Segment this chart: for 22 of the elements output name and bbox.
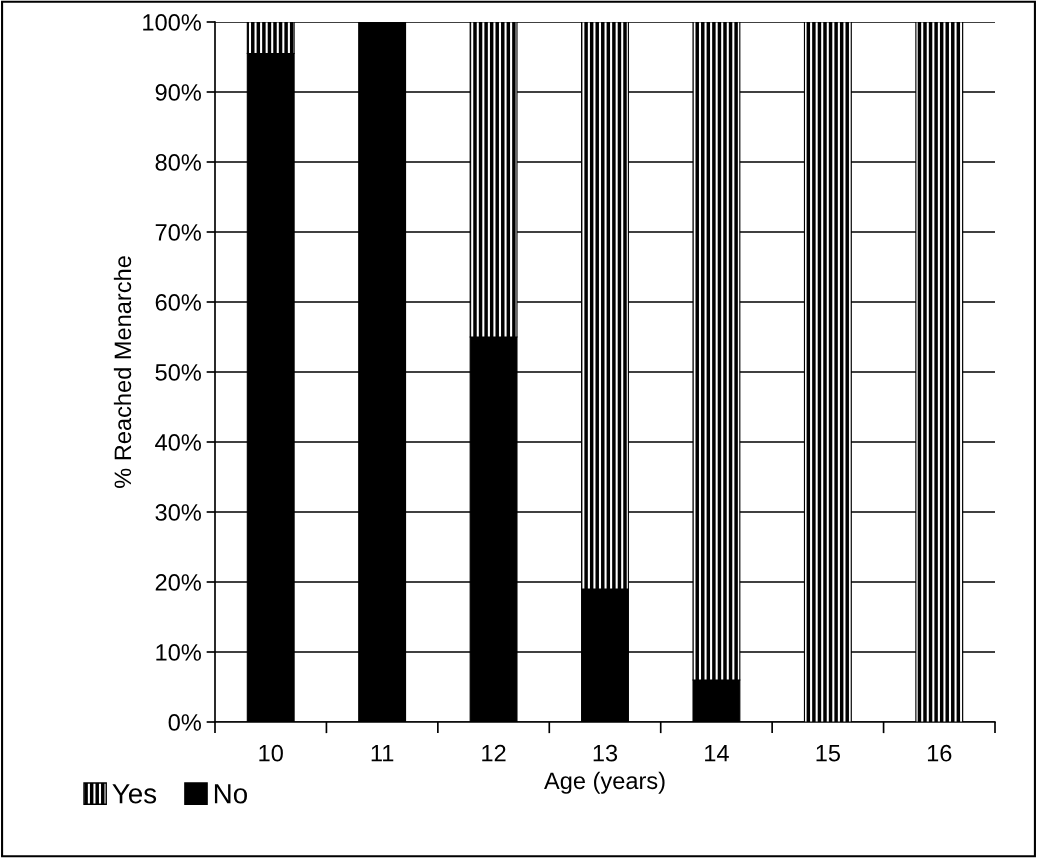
x-axis-title: Age (years) bbox=[544, 771, 665, 794]
x-tick-label: 10 bbox=[259, 744, 283, 762]
y-tick-label: 20% bbox=[155, 574, 201, 591]
y-tick-label: 0% bbox=[168, 714, 201, 731]
y-axis-title: % Reached Menarche bbox=[113, 256, 132, 488]
x-tick-label: 15 bbox=[816, 745, 840, 762]
y-tick-label: 60% bbox=[155, 294, 201, 311]
y-tick-label: 40% bbox=[155, 434, 201, 451]
y-tick-label: 10% bbox=[156, 644, 201, 661]
x-tick-label: 16 bbox=[927, 744, 952, 762]
x-tick-label: 13 bbox=[593, 744, 618, 762]
y-tick-label: 70% bbox=[155, 224, 201, 241]
y-tick-label: 50% bbox=[155, 364, 201, 381]
y-tick-label: 30% bbox=[155, 504, 201, 521]
y-tick-label: 100% bbox=[143, 14, 201, 31]
y-tick-label: 90% bbox=[155, 84, 201, 101]
legend-label: No bbox=[214, 784, 248, 804]
legend-label: Yes bbox=[112, 784, 157, 804]
x-tick-label: 14 bbox=[705, 745, 729, 762]
x-tick-label: 12 bbox=[482, 744, 506, 762]
x-tick-label: 11 bbox=[371, 745, 394, 762]
y-tick-label: 80% bbox=[155, 154, 201, 171]
